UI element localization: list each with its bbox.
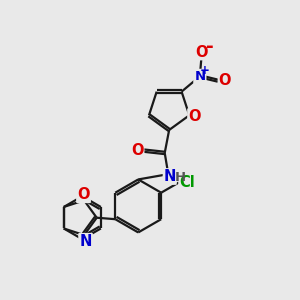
Text: O: O [77, 187, 90, 202]
Text: N: N [194, 70, 206, 83]
Text: O: O [195, 45, 208, 60]
Text: +: + [200, 64, 210, 77]
Text: Cl: Cl [179, 175, 195, 190]
Text: N: N [164, 169, 176, 184]
Text: H: H [175, 171, 186, 184]
Text: -: - [206, 37, 213, 56]
Text: O: O [188, 109, 201, 124]
Text: N: N [80, 234, 92, 249]
Text: O: O [131, 143, 143, 158]
Text: O: O [218, 73, 231, 88]
